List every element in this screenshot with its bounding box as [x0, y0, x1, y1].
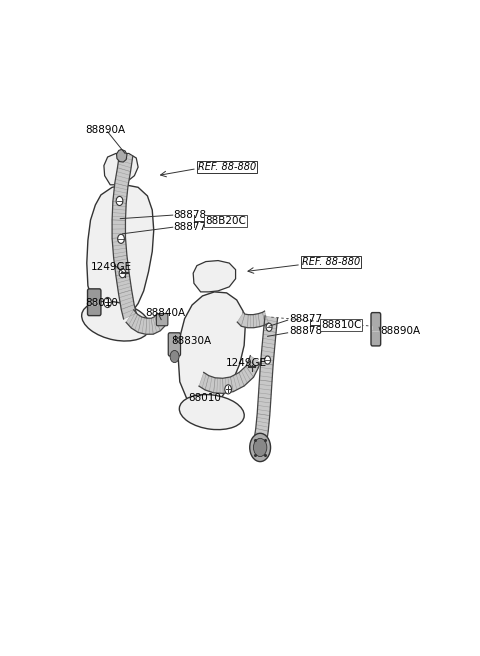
Text: REF. 88-880: REF. 88-880: [302, 256, 360, 266]
Polygon shape: [199, 356, 260, 394]
Text: 88890A: 88890A: [85, 125, 125, 135]
Text: 88840A: 88840A: [145, 308, 185, 318]
Polygon shape: [254, 316, 277, 444]
FancyBboxPatch shape: [87, 289, 101, 316]
Polygon shape: [112, 153, 136, 319]
Circle shape: [104, 297, 111, 308]
Ellipse shape: [180, 394, 244, 430]
Text: 88010: 88010: [188, 393, 221, 403]
Circle shape: [118, 234, 124, 243]
Text: 88B20C: 88B20C: [205, 216, 246, 226]
Text: 88877: 88877: [289, 314, 322, 323]
Polygon shape: [117, 150, 127, 162]
Circle shape: [266, 323, 272, 331]
Text: REF. 88-880: REF. 88-880: [198, 162, 256, 172]
Circle shape: [119, 269, 126, 277]
Polygon shape: [193, 260, 236, 292]
Text: 88830A: 88830A: [172, 337, 212, 346]
Circle shape: [170, 350, 179, 363]
Text: 88010: 88010: [85, 298, 118, 308]
Text: 1249GE: 1249GE: [226, 358, 267, 367]
Text: 88878: 88878: [289, 326, 322, 337]
Text: 88890A: 88890A: [381, 326, 421, 337]
Polygon shape: [178, 292, 245, 409]
FancyBboxPatch shape: [168, 333, 180, 356]
Text: 88810C: 88810C: [321, 320, 361, 330]
Polygon shape: [87, 185, 154, 319]
Circle shape: [225, 385, 231, 394]
Polygon shape: [104, 154, 138, 185]
Text: 1249GE: 1249GE: [91, 262, 132, 272]
Ellipse shape: [82, 301, 150, 341]
Text: 88877: 88877: [173, 222, 206, 232]
Circle shape: [264, 356, 271, 364]
Text: 88878: 88878: [173, 210, 206, 220]
Circle shape: [250, 434, 271, 462]
FancyBboxPatch shape: [371, 313, 381, 346]
Circle shape: [116, 196, 123, 205]
Circle shape: [253, 438, 267, 457]
FancyBboxPatch shape: [156, 314, 168, 326]
Polygon shape: [126, 310, 165, 335]
Polygon shape: [237, 311, 268, 328]
